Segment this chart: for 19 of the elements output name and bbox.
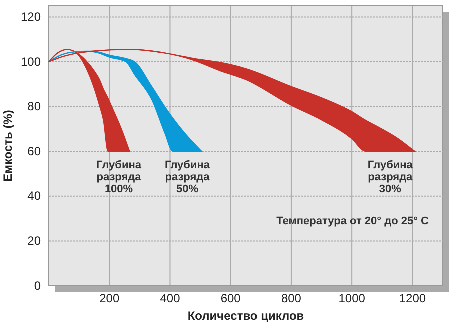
x-tick-label: 200 <box>100 292 120 306</box>
y-tick-label: 100 <box>20 54 42 69</box>
annotation: Глубина разряда 100% <box>96 160 142 196</box>
y-axis-title: Емкость (%) <box>1 110 15 182</box>
y-tick-label: 40 <box>28 189 42 204</box>
x-tick-label: 400 <box>160 292 181 306</box>
y-tick-label: 120 <box>20 10 42 24</box>
x-tick-label: 800 <box>281 292 302 306</box>
y-tick-label: 20 <box>28 234 42 248</box>
x-tick-label: 600 <box>220 292 242 306</box>
y-tick-label: 60 <box>28 144 42 158</box>
x-tick-label: 1200 <box>399 292 426 306</box>
y-tick-label: 0 <box>34 278 42 293</box>
annotation: Температура от 20° до 25° C <box>276 215 430 228</box>
y-tick-label: 80 <box>28 100 42 114</box>
annotation: Глубина разряда 30% <box>368 160 414 196</box>
x-tick-label: 1000 <box>338 292 366 306</box>
annotation: Глубина разряда 50% <box>165 160 211 196</box>
x-axis-title: Количество циклов <box>188 309 304 323</box>
